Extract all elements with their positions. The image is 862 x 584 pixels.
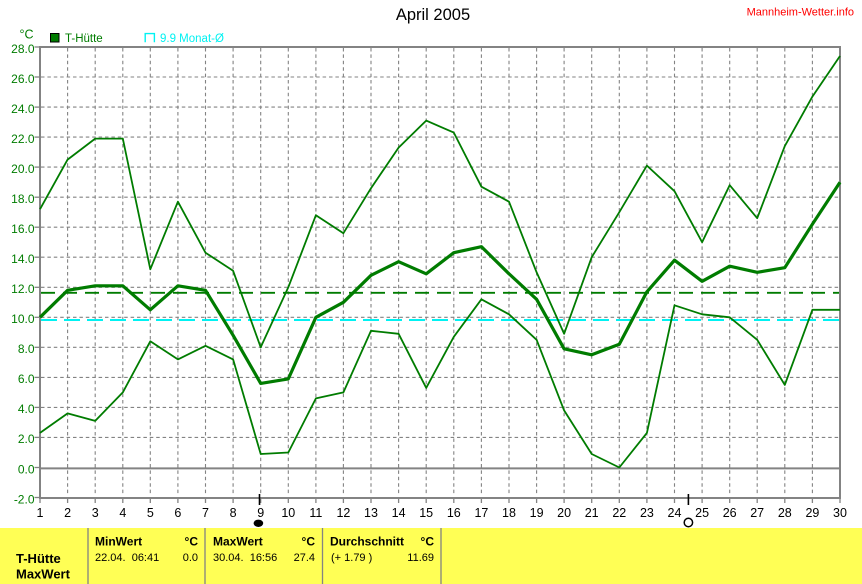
svg-text:18: 18	[502, 506, 516, 520]
svg-text:13: 13	[364, 506, 378, 520]
svg-text:10: 10	[281, 506, 295, 520]
svg-text:29: 29	[805, 506, 819, 520]
svg-text:22.0: 22.0	[11, 132, 35, 146]
svg-text:8: 8	[230, 506, 237, 520]
svg-text:11.69: 11.69	[407, 552, 434, 564]
svg-text:20: 20	[557, 506, 571, 520]
svg-text:30.04. 16:56: 30.04. 16:56	[213, 552, 277, 564]
svg-text:5: 5	[147, 506, 154, 520]
svg-text:°C: °C	[302, 535, 316, 549]
svg-text:1: 1	[37, 506, 44, 520]
svg-text:8.0: 8.0	[18, 342, 35, 356]
svg-text:26: 26	[723, 506, 737, 520]
svg-text:27: 27	[750, 506, 764, 520]
svg-text:14: 14	[392, 506, 406, 520]
svg-text:3: 3	[92, 506, 99, 520]
svg-text:12: 12	[336, 506, 350, 520]
svg-text:9.9 Monat-Ø: 9.9 Monat-Ø	[160, 33, 224, 45]
svg-text:30: 30	[833, 506, 847, 520]
svg-text:-2.0: -2.0	[14, 492, 35, 506]
svg-text:10.0: 10.0	[11, 312, 35, 326]
svg-text:14.0: 14.0	[11, 252, 35, 266]
svg-text:16.0: 16.0	[11, 222, 35, 236]
svg-text:17: 17	[474, 506, 488, 520]
svg-text:12.0: 12.0	[11, 282, 35, 296]
svg-text:19: 19	[530, 506, 544, 520]
svg-text:24: 24	[668, 506, 682, 520]
svg-text:21: 21	[585, 506, 599, 520]
svg-text:T-Hütte: T-Hütte	[65, 33, 103, 45]
svg-text:22: 22	[612, 506, 626, 520]
svg-text:6.0: 6.0	[18, 372, 35, 386]
svg-text:25: 25	[695, 506, 709, 520]
svg-text:28: 28	[778, 506, 792, 520]
svg-text:4: 4	[119, 506, 126, 520]
svg-text:MaxWert: MaxWert	[16, 567, 71, 582]
svg-text:26.0: 26.0	[11, 72, 35, 86]
svg-text:27.4: 27.4	[294, 552, 315, 564]
svg-text:7: 7	[202, 506, 209, 520]
svg-text:°C: °C	[20, 28, 34, 42]
svg-text:April 2005: April 2005	[396, 6, 470, 24]
svg-text:28.0: 28.0	[11, 42, 35, 56]
svg-text:11: 11	[309, 506, 322, 520]
svg-text:(+ 1.79 ): (+ 1.79 )	[331, 552, 372, 564]
svg-text:6: 6	[174, 506, 181, 520]
svg-text:Durchschnitt: Durchschnitt	[330, 535, 404, 549]
svg-text:2: 2	[64, 506, 71, 520]
svg-text:18.0: 18.0	[11, 192, 35, 206]
svg-text:20.0: 20.0	[11, 162, 35, 176]
svg-text:T-Hütte: T-Hütte	[16, 551, 61, 566]
svg-text:16: 16	[447, 506, 461, 520]
svg-text:MinWert: MinWert	[95, 535, 142, 549]
svg-text:23: 23	[640, 506, 654, 520]
svg-text:0.0: 0.0	[183, 552, 198, 564]
svg-text:2.0: 2.0	[18, 432, 35, 446]
svg-text:9: 9	[257, 506, 264, 520]
svg-text:°C: °C	[421, 535, 435, 549]
svg-text:0.0: 0.0	[18, 462, 35, 476]
svg-text:4.0: 4.0	[18, 402, 35, 416]
svg-text:15: 15	[419, 506, 433, 520]
svg-text:Mannheim-Wetter.info: Mannheim-Wetter.info	[747, 7, 854, 19]
svg-text:°C: °C	[185, 535, 199, 549]
svg-text:MaxWert: MaxWert	[213, 535, 263, 549]
svg-text:22.04. 06:41: 22.04. 06:41	[95, 552, 159, 564]
svg-text:24.0: 24.0	[11, 102, 35, 116]
